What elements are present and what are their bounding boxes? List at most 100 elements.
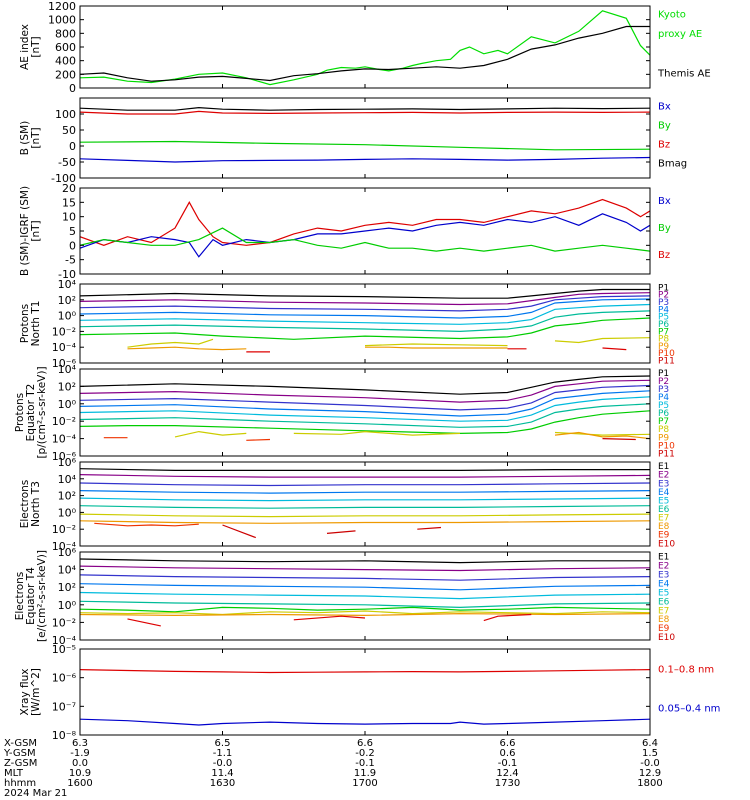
- y-tick-label: 10: [62, 211, 76, 224]
- y-tick-label: 800: [55, 27, 76, 40]
- series-line: [326, 530, 356, 534]
- series-line: [80, 591, 650, 600]
- series-line: [80, 482, 650, 487]
- legend-item: E3: [658, 479, 669, 489]
- legend-item: proxy AE: [658, 29, 702, 40]
- legend-item: P6: [658, 409, 669, 419]
- y-tick-label: 20: [62, 182, 76, 195]
- series-line: [80, 410, 650, 435]
- axis-row-value: -1.1: [213, 748, 233, 759]
- y-axis-label: Equator T2: [25, 384, 37, 442]
- y-axis-label: B (SM): [19, 121, 31, 155]
- y-tick-label: -100: [51, 172, 76, 185]
- series-line: [80, 520, 650, 524]
- series-line: [80, 474, 650, 478]
- series-line: [80, 25, 650, 82]
- y-tick-label: 10⁻⁶: [52, 672, 77, 685]
- axis-row-value: -0.1: [355, 758, 375, 769]
- series-line: [80, 198, 650, 246]
- legend-item: P8: [658, 335, 669, 345]
- y-tick-label: 10⁻⁵: [52, 643, 76, 656]
- axis-row-value: 1600: [67, 778, 92, 789]
- series-line: [80, 468, 650, 471]
- series-line: [80, 600, 650, 609]
- panel-frame: [79, 5, 651, 89]
- legend-item: E2: [658, 471, 669, 481]
- y-tick-label: 15: [62, 196, 76, 209]
- legend-item: P10: [658, 441, 675, 451]
- series-line: [80, 558, 650, 564]
- axis-row-value: -0.0: [213, 758, 233, 769]
- y-tick-label: -50: [58, 156, 76, 169]
- y-tick-label: 10⁰: [58, 506, 77, 519]
- series-line: [293, 430, 461, 436]
- series-line: [80, 505, 650, 509]
- y-axis-label: [nT]: [30, 220, 42, 241]
- series-line: [80, 106, 650, 111]
- date-label: 2024 Mar 21: [4, 788, 67, 799]
- panel-frame: [79, 368, 651, 457]
- series-line: [80, 227, 650, 252]
- y-tick-label: 10⁻²: [52, 523, 76, 536]
- y-tick-label: 10⁻⁸: [52, 729, 77, 742]
- series-line: [127, 338, 214, 348]
- legend-item: P5: [658, 401, 669, 411]
- series-line: [80, 490, 650, 494]
- legend-item: P5: [658, 313, 669, 323]
- y-tick-label: 10⁴: [58, 564, 77, 577]
- legend-item: P1: [658, 369, 669, 379]
- legend-item: P2: [658, 291, 669, 301]
- legend-item: E6: [658, 597, 670, 607]
- series-line: [80, 140, 650, 151]
- legend-item: P3: [658, 298, 669, 308]
- legend-item: E9: [658, 624, 670, 634]
- y-axis-label: [p/(cm²-s-sr-keV)]: [36, 366, 48, 458]
- axis-row-value: 1800: [637, 778, 662, 789]
- series-line: [80, 317, 650, 340]
- axis-row-value: 1700: [352, 778, 377, 789]
- y-axis-label: Electrons: [19, 480, 31, 529]
- y-tick-label: 200: [55, 68, 76, 81]
- y-tick-label: 0: [69, 140, 76, 153]
- series-line: [80, 513, 650, 518]
- axis-row-value: -0.0: [640, 758, 660, 769]
- series-line: [80, 390, 650, 417]
- legend-item: P8: [658, 425, 669, 435]
- y-axis-label: Equator T4: [25, 567, 37, 625]
- legend-item: Bx: [658, 101, 671, 112]
- y-tick-label: 10⁻⁴: [52, 634, 77, 647]
- series-line: [127, 346, 247, 351]
- series-line: [80, 606, 650, 613]
- axis-row-value: 0.0: [72, 758, 88, 769]
- y-axis-label: Protons: [14, 393, 26, 432]
- y-axis-label: Xray flux: [19, 669, 31, 716]
- axis-row-label: hhmm: [4, 778, 36, 789]
- panel-xray: 10⁻⁸ 10⁻⁷ 10⁻⁶ 10⁻⁵ Xray flux [W/m^2] 0.1–0.8 …: [19, 643, 720, 742]
- axis-row-value: 1.5: [642, 748, 658, 759]
- legend-item: E4: [658, 579, 670, 589]
- axis-row-label: MLT: [4, 768, 24, 779]
- legend-item: P11: [658, 449, 675, 459]
- series-line: [483, 613, 532, 622]
- axis-row-value: 0.6: [500, 748, 516, 759]
- axis-row-label: X-GSM: [4, 738, 37, 749]
- y-tick-label: 10²: [58, 380, 76, 393]
- axis-row-value: 11.9: [354, 768, 376, 779]
- legend-item: Bz: [658, 250, 670, 261]
- legend-item: P4: [658, 305, 669, 315]
- axis-row-value: -0.2: [355, 748, 375, 759]
- legend-item: E2: [658, 561, 669, 571]
- y-axis-label: Electrons: [14, 572, 26, 621]
- legend-item: P6: [658, 320, 669, 330]
- y-tick-label: 10⁴: [58, 278, 77, 291]
- legend-item: E4: [658, 488, 670, 498]
- series-line: [80, 375, 650, 395]
- y-tick-label: 10⁻⁴: [52, 540, 77, 553]
- y-axis-label: [nT]: [30, 127, 42, 148]
- series-line: [365, 346, 508, 349]
- y-tick-label: 10⁻²: [52, 616, 76, 629]
- series-line: [80, 288, 650, 299]
